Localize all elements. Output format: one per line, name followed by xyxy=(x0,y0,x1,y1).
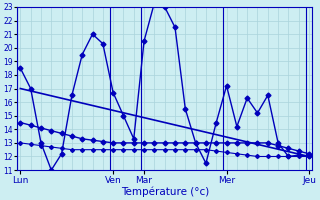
X-axis label: Température (°c): Température (°c) xyxy=(121,186,209,197)
